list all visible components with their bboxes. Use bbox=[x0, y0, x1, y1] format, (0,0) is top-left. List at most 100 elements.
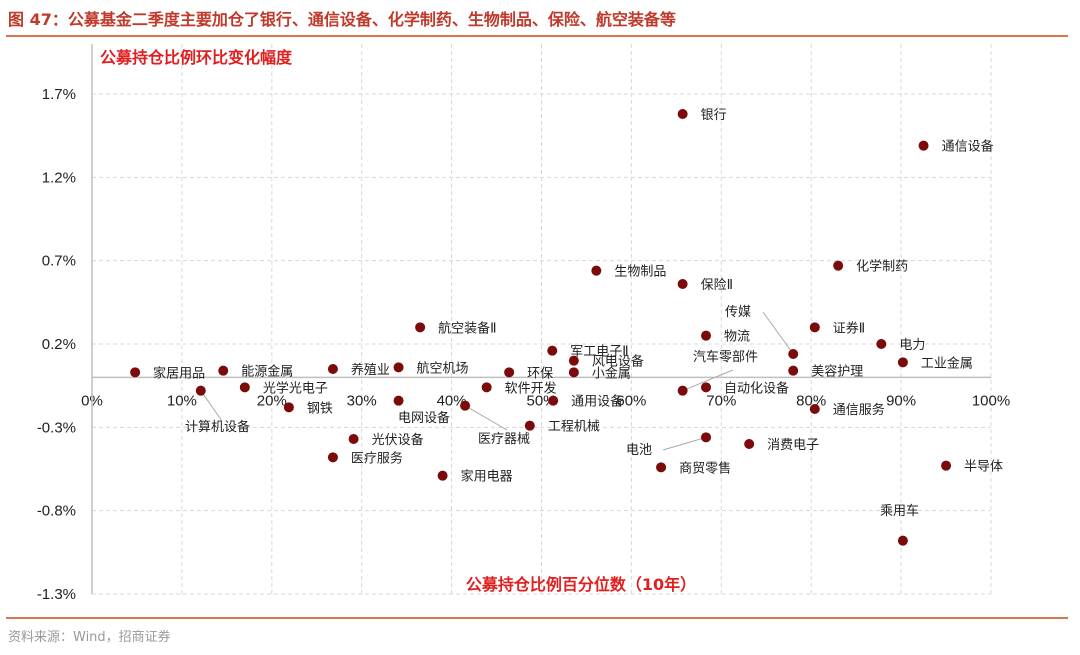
data-label: 光伏设备 bbox=[372, 432, 424, 448]
data-point bbox=[393, 395, 404, 406]
data-label: 物流 bbox=[724, 330, 750, 345]
data-point bbox=[547, 345, 558, 356]
top-divider bbox=[6, 35, 1068, 37]
data-label: 航空机场 bbox=[417, 360, 469, 376]
data-point bbox=[393, 362, 404, 373]
data-point bbox=[701, 330, 712, 341]
grid-lines bbox=[92, 44, 992, 595]
data-point bbox=[195, 385, 206, 396]
data-label: 家居用品 bbox=[153, 365, 205, 381]
data-point bbox=[701, 382, 712, 393]
data-label: 银行 bbox=[701, 108, 727, 123]
leader-line bbox=[662, 436, 707, 451]
data-point bbox=[677, 385, 688, 396]
data-point bbox=[918, 140, 929, 151]
data-label: 通信服务 bbox=[833, 402, 885, 418]
data-label: 电池 bbox=[626, 443, 652, 458]
data-label: 自动化设备 bbox=[724, 380, 789, 396]
data-label: 传媒 bbox=[725, 305, 751, 320]
data-label: 航空装备Ⅱ bbox=[438, 320, 496, 336]
data-label: 钢铁 bbox=[307, 401, 333, 416]
data-point bbox=[833, 260, 844, 271]
x-tick-label: 50% bbox=[526, 392, 556, 409]
data-label: 家用电器 bbox=[461, 469, 513, 485]
data-label: 汽车零部件 bbox=[693, 349, 758, 365]
data-label: 美容护理 bbox=[811, 364, 863, 380]
x-tick-label: 90% bbox=[886, 392, 916, 409]
y-tick-label: 0.7% bbox=[42, 253, 76, 270]
data-point bbox=[327, 364, 338, 374]
leader-line bbox=[200, 390, 223, 422]
data-label: 光学光电子 bbox=[263, 380, 328, 396]
data-point bbox=[941, 460, 952, 471]
data-label: 化学制药 bbox=[856, 259, 908, 275]
x-tick-label: 30% bbox=[347, 392, 377, 409]
data-label: 消费电子 bbox=[767, 438, 819, 453]
source-note: 资料来源：Wind，招商证券 bbox=[8, 630, 171, 645]
data-label: 小金属 bbox=[592, 365, 631, 381]
data-label: 证券Ⅱ bbox=[833, 320, 865, 336]
data-label: 环保 bbox=[527, 366, 553, 381]
axes: 0% 10% 20% 30% 40% 50% 60% 70% 80% 90% 100%1.7%1.2… bbox=[37, 44, 1010, 603]
bottom-divider bbox=[6, 617, 1068, 619]
data-point bbox=[218, 365, 229, 376]
x-axis-title: 公募持仓比例百分位数（10年） bbox=[466, 575, 696, 594]
data-point bbox=[677, 279, 688, 289]
x-tick-label: 40% bbox=[437, 392, 467, 409]
y-tick-label: -0.3% bbox=[37, 419, 76, 436]
data-label: 医疗器械 bbox=[478, 432, 530, 447]
y-tick-label: 1.7% bbox=[42, 86, 76, 103]
data-point bbox=[524, 420, 535, 431]
data-point bbox=[788, 349, 799, 359]
data-label: 工业金属 bbox=[921, 355, 973, 371]
x-tick-label: 80% bbox=[796, 392, 826, 409]
data-point bbox=[239, 382, 250, 393]
x-tick-label: 70% bbox=[706, 392, 736, 409]
data-point bbox=[327, 452, 338, 463]
leader-line bbox=[682, 369, 734, 392]
data-label: 半导体 bbox=[964, 460, 1003, 475]
data-point bbox=[415, 322, 426, 333]
data-point bbox=[897, 357, 908, 368]
data-label: 乘用车 bbox=[880, 503, 919, 519]
data-point bbox=[437, 470, 448, 481]
figure-title: 图 47：公募基金二季度主要加仓了银行、通信设备、化学制药、生物制品、保险、航空… bbox=[8, 10, 676, 29]
data-point bbox=[568, 367, 579, 378]
data-label: 工程机械 bbox=[548, 420, 600, 435]
leader-lines bbox=[200, 311, 794, 451]
data-point bbox=[656, 462, 667, 473]
data-point bbox=[481, 382, 492, 393]
data-point bbox=[504, 367, 515, 378]
data-label: 保险Ⅱ bbox=[701, 278, 733, 293]
data-point bbox=[130, 367, 141, 378]
y-tick-label: -1.3% bbox=[37, 586, 76, 603]
data-point bbox=[348, 434, 359, 444]
data-point bbox=[591, 265, 602, 276]
data-point bbox=[809, 322, 820, 333]
x-tick-label: 20% bbox=[257, 392, 287, 409]
data-point bbox=[568, 355, 579, 366]
data-label: 医疗服务 bbox=[351, 450, 403, 466]
data-point bbox=[897, 535, 908, 546]
y-tick-label: -0.8% bbox=[37, 503, 76, 520]
data-point bbox=[283, 402, 294, 413]
data-point bbox=[876, 339, 887, 349]
data-label: 计算机设备 bbox=[185, 419, 250, 435]
data-label: 生物制品 bbox=[614, 265, 666, 280]
data-point bbox=[677, 109, 688, 119]
data-label: 能源金属 bbox=[241, 364, 293, 380]
y-tick-label: 1.2% bbox=[42, 169, 76, 186]
data-label: 通信设备 bbox=[942, 139, 994, 155]
data-label: 电网设备 bbox=[398, 410, 450, 426]
x-tick-label: 100% bbox=[972, 392, 1010, 409]
data-label: 养殖业 bbox=[351, 362, 390, 378]
data-point bbox=[788, 365, 799, 376]
data-point bbox=[744, 439, 755, 449]
data-point bbox=[548, 395, 559, 406]
chart-title: 公募持仓比例环比变化幅度 bbox=[100, 48, 293, 67]
data-label: 军工电子Ⅱ bbox=[570, 345, 628, 360]
x-tick-label: 60% bbox=[616, 392, 646, 409]
data-label: 商贸零售 bbox=[679, 460, 731, 476]
